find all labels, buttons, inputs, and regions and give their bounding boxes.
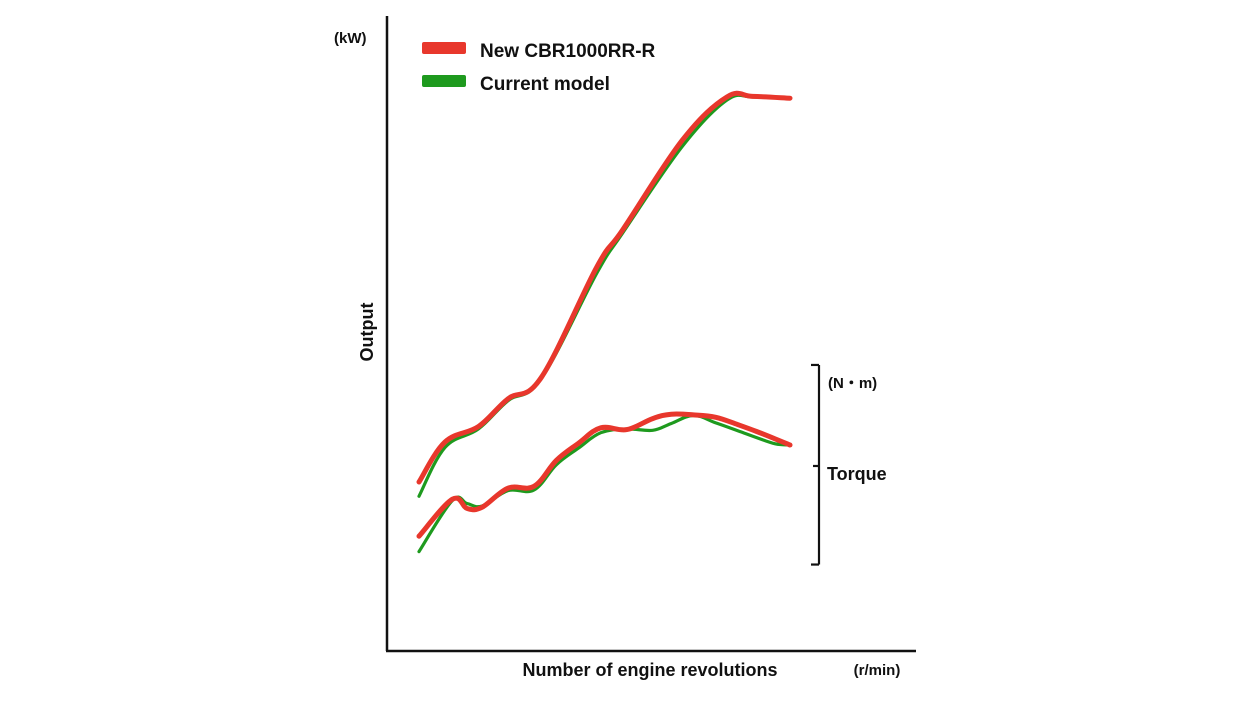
legend-swatch-current [422, 75, 466, 87]
series-line-current-model-torque [417, 413, 792, 554]
legend-swatch-new [422, 42, 466, 54]
series-line-new-cbr1000rr-r-output [416, 90, 793, 485]
torque-bracket [811, 363, 821, 566]
series-line-current-model-output [417, 93, 792, 498]
y-axis-unit: (kW) [334, 30, 367, 47]
x-axis-label: Number of engine revolutions [522, 660, 777, 680]
torque-label: Torque [827, 464, 887, 484]
legend-label-new: New CBR1000RR-R [480, 41, 656, 62]
series-layer [416, 90, 793, 554]
legend: New CBR1000RR-R Current model [422, 41, 656, 95]
series-line-new-cbr1000rr-r-torque [416, 411, 793, 539]
y-axis-label: Output [357, 303, 377, 362]
x-axis-unit: (r/min) [854, 662, 901, 679]
legend-label-current: Current model [480, 74, 610, 95]
torque-unit: (N・m) [828, 375, 877, 392]
